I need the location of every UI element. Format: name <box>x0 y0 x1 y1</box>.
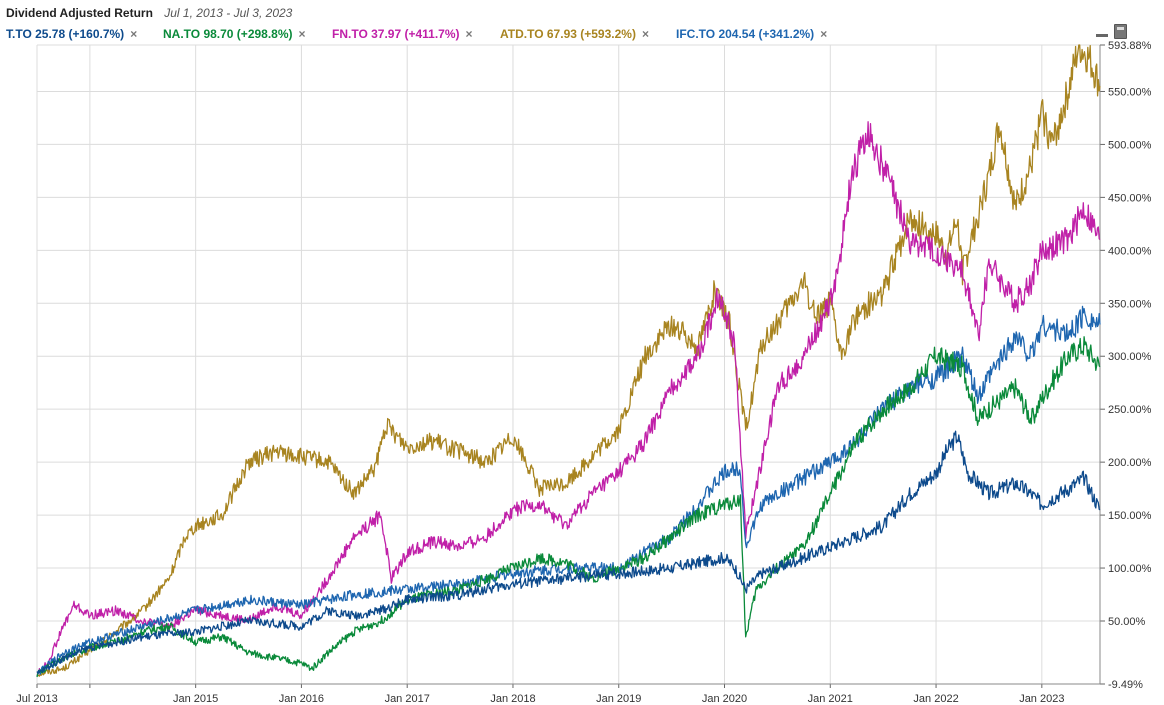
chart-header: Dividend Adjusted Return Jul 1, 2013 - J… <box>6 6 292 22</box>
y-tick-label: 350.00% <box>1108 298 1152 310</box>
legend-label: FN.TO 37.97 (+411.7%) <box>332 27 460 41</box>
x-tick-label: Jan 2016 <box>279 693 324 705</box>
legend-label: T.TO 25.78 (+160.7%) <box>6 27 125 41</box>
series-line-ifc-to <box>36 305 1101 677</box>
x-tick-label: Jan 2020 <box>702 693 747 705</box>
close-icon[interactable]: × <box>298 27 306 41</box>
y-tick-label: 300.00% <box>1108 351 1152 363</box>
y-tick-label: -9.49% <box>1108 679 1143 691</box>
series-line-fn-to <box>36 121 1101 676</box>
x-tick-label: Jan 2017 <box>385 693 430 705</box>
chart-title: Dividend Adjusted Return <box>6 6 153 20</box>
legend-label: ATD.TO 67.93 (+593.2%) <box>500 27 636 41</box>
x-tick-label: Jan 2023 <box>1019 693 1064 705</box>
close-icon[interactable]: × <box>820 27 828 41</box>
series-line-atd-to <box>36 44 1101 677</box>
close-icon[interactable]: × <box>465 27 473 41</box>
y-tick-label: 100.00% <box>1108 563 1152 575</box>
close-icon[interactable]: × <box>641 27 649 41</box>
x-tick-label: Jan 2021 <box>808 693 853 705</box>
close-icon[interactable]: × <box>130 27 138 41</box>
y-tick-label: 500.00% <box>1108 139 1152 151</box>
legend-label: IFC.TO 204.54 (+341.2%) <box>676 27 815 41</box>
y-tick-label: 550.00% <box>1108 86 1152 98</box>
legend-item-fn[interactable]: FN.TO 37.97 (+411.7%) × <box>332 27 473 41</box>
x-tick-label: Jan 2018 <box>490 693 535 705</box>
y-tick-label: 250.00% <box>1108 404 1152 416</box>
calculator-icon[interactable] <box>1114 24 1127 39</box>
series-line-t-to <box>36 430 1101 674</box>
x-tick-label: Jan 2022 <box>913 693 958 705</box>
series-line-na-to <box>36 336 1101 678</box>
legend-item-na[interactable]: NA.TO 98.70 (+298.8%) × <box>163 27 306 41</box>
y-tick-label: 50.00% <box>1108 616 1146 628</box>
legend-item-ifc[interactable]: IFC.TO 204.54 (+341.2%) × <box>676 27 827 41</box>
y-tick-label: 200.00% <box>1108 457 1152 469</box>
date-range: Jul 1, 2013 - Jul 3, 2023 <box>164 6 293 20</box>
minimize-icon[interactable] <box>1096 34 1108 37</box>
y-tick-label: 593.88% <box>1108 40 1152 52</box>
x-tick-label: Jan 2015 <box>173 693 218 705</box>
legend-item-atd[interactable]: ATD.TO 67.93 (+593.2%) × <box>500 27 649 41</box>
y-tick-label: 450.00% <box>1108 192 1152 204</box>
x-tick-label: Jul 2013 <box>16 693 58 705</box>
y-tick-label: 150.00% <box>1108 510 1152 522</box>
legend-label: NA.TO 98.70 (+298.8%) <box>163 27 293 41</box>
x-tick-label: Jan 2019 <box>596 693 641 705</box>
y-tick-label: 400.00% <box>1108 245 1152 257</box>
legend-item-t[interactable]: T.TO 25.78 (+160.7%) × <box>6 27 137 41</box>
